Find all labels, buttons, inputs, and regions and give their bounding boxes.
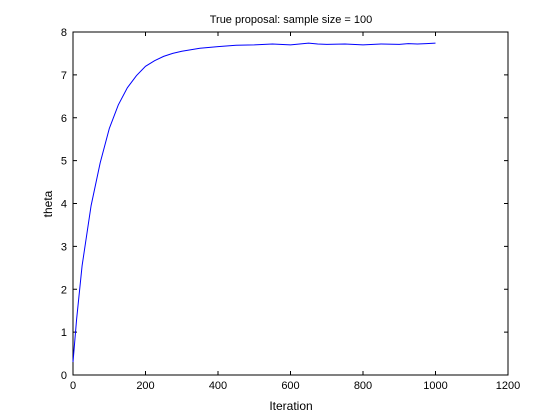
y-tick-label: 2 [61,284,67,296]
chart-title: True proposal: sample size = 100 [210,14,373,26]
x-tick-label: 600 [281,380,299,392]
x-tick-label: 1000 [423,380,447,392]
x-axis-label: Iteration [269,399,312,413]
y-tick-label: 4 [61,199,67,211]
y-tick-label: 0 [61,370,67,382]
y-tick-label: 3 [61,241,67,253]
y-tick-label: 5 [61,156,67,168]
y-axis-label: theta [41,190,55,217]
x-tick-label: 800 [354,380,372,392]
y-tick-label: 8 [61,27,67,39]
x-tick-label: 400 [209,380,227,392]
y-tick-label: 7 [61,70,67,82]
x-tick-label: 0 [70,380,76,392]
y-tick-label: 1 [61,327,67,339]
x-tick-label: 1200 [496,380,520,392]
x-tick-label: 200 [136,380,154,392]
y-tick-label: 6 [61,113,67,125]
